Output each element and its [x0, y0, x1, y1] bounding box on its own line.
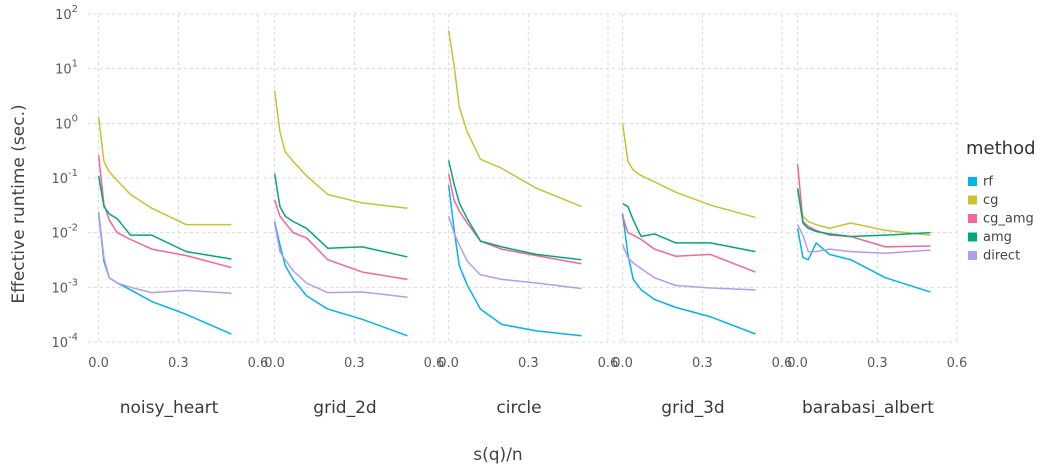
x-tick-label: 0.3: [344, 356, 365, 371]
facet-label: grid_3d: [661, 398, 724, 418]
series-line-cg_amg: [97, 155, 232, 269]
x-tick-label: 0.3: [867, 356, 888, 371]
series-line-cg: [621, 123, 756, 219]
facet-label: circle: [496, 398, 541, 418]
x-tick-label: 0.3: [168, 356, 189, 371]
legend-label-cg_amg: cg_amg: [983, 212, 1034, 227]
facet-label: barabasi_albert: [802, 398, 934, 418]
series-line-cg_amg: [621, 215, 756, 273]
legend-swatch-direct: [968, 251, 977, 260]
x-tick-label: 0.0: [787, 356, 808, 371]
legend-label-direct: direct: [983, 249, 1020, 264]
series-line-amg: [796, 188, 931, 238]
series-line-rf: [796, 228, 931, 293]
legend-swatch-amg: [968, 232, 977, 242]
series-line-cg: [796, 189, 931, 236]
series-line-amg: [447, 160, 582, 261]
facet-label: grid_2d: [313, 398, 376, 418]
series-line-cg_amg: [447, 173, 582, 265]
y-tick-label: 10-3: [51, 277, 78, 296]
legend-swatch-cg_amg: [968, 214, 977, 223]
facet-label: noisy_heart: [120, 398, 219, 418]
series-line-amg: [273, 173, 408, 258]
x-axis-title: s(q)/n: [473, 445, 522, 465]
x-tick-label: 0.0: [88, 356, 109, 371]
legend-swatch-cg: [968, 195, 977, 205]
legend-label-amg: amg: [983, 230, 1012, 245]
series-line-amg: [97, 175, 232, 260]
x-tick-label: 0.6: [947, 356, 968, 371]
series-line-direct: [796, 224, 931, 255]
x-tick-label: 0.0: [264, 356, 285, 371]
legend-label-cg: cg: [983, 193, 998, 208]
series-line-direct: [273, 222, 408, 298]
legend-title: method: [966, 138, 1036, 159]
x-tick-label: 0.3: [518, 356, 539, 371]
y-tick-label: 100: [55, 113, 78, 132]
y-tick-label: 10-4: [51, 332, 78, 351]
series-line-cg: [447, 30, 582, 208]
series-line-direct: [97, 211, 232, 294]
x-tick-label: 0.6: [424, 356, 445, 371]
y-tick-label: 101: [55, 59, 78, 78]
series-line-cg: [97, 117, 232, 226]
y-tick-label: 10-1: [51, 168, 78, 187]
x-tick-label: 0.6: [598, 356, 619, 371]
series-line-rf: [621, 213, 756, 335]
x-tick-label: 0.6: [772, 356, 793, 371]
series-layer: [97, 30, 931, 337]
legend-swatch-rf: [968, 177, 977, 186]
series-line-amg: [622, 202, 756, 253]
series-line-direct: [621, 244, 756, 291]
series-line-rf: [273, 221, 408, 337]
x-tick-label: 0.0: [612, 356, 633, 371]
x-tick-label: 0.3: [692, 356, 713, 371]
series-line-cg_amg: [273, 199, 408, 281]
x-tick-label: 0.6: [248, 356, 269, 371]
x-tick-label: 0.0: [438, 356, 459, 371]
series-line-rf: [97, 213, 232, 335]
series-line-cg: [273, 90, 408, 209]
y-tick-label: 102: [55, 4, 78, 23]
legend-label-rf: rf: [983, 175, 993, 190]
y-tick-label: 10-2: [51, 223, 78, 242]
y-axis-title: Effective runtime (sec.): [9, 104, 29, 303]
series-line-direct: [447, 215, 582, 290]
